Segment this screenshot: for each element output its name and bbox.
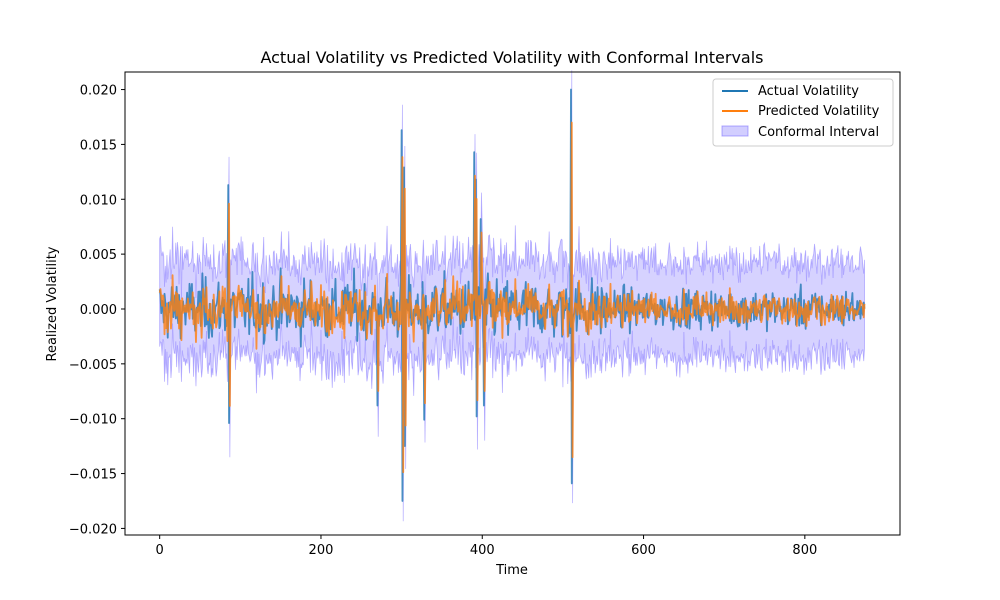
x-tick-label: 600 — [631, 543, 656, 558]
y-tick-label: 0.005 — [80, 248, 117, 263]
y-tick-label: −0.015 — [69, 468, 117, 483]
x-tick-label: 0 — [156, 543, 164, 558]
y-tick-label: −0.005 — [69, 358, 117, 373]
y-tick-label: −0.020 — [69, 522, 117, 537]
y-tick-label: −0.010 — [69, 413, 117, 428]
y-tick-label: 0.015 — [80, 138, 117, 153]
x-tick-label: 400 — [470, 543, 495, 558]
x-axis: 0 200 400 600 800 — [156, 535, 817, 558]
y-axis: −0.020 −0.015 −0.010 −0.005 0.000 0.005 0.010 0… — [69, 84, 125, 537]
legend-box — [712, 78, 894, 147]
y-tick-label: 0.020 — [80, 84, 117, 99]
x-tick-label: 800 — [792, 543, 817, 558]
predicted-volatility-line — [158, 121, 866, 474]
legend: Actual Volatility Predicted Volatility C… — [712, 78, 894, 147]
legend-actual-volatility-label: Actual Volatility — [758, 84, 859, 99]
y-axis-title: Realized Volatility — [45, 246, 60, 361]
y-tick-label: 0.000 — [80, 303, 117, 318]
x-axis-title: Time — [495, 563, 528, 578]
plot-frame — [124, 71, 901, 536]
x-tick-label: 200 — [309, 543, 334, 558]
legend-predicted-volatility-label: Predicted Volatility — [758, 104, 880, 119]
chart-title: Actual Volatility vs Predicted Volatilit… — [260, 48, 763, 67]
plot-area — [158, 70, 866, 522]
legend-conformal-interval-swatch — [721, 125, 749, 137]
series-lines-layer — [158, 88, 866, 502]
y-tick-label: 0.010 — [80, 193, 117, 208]
legend-conformal-interval-label: Conformal Interval — [758, 125, 879, 140]
